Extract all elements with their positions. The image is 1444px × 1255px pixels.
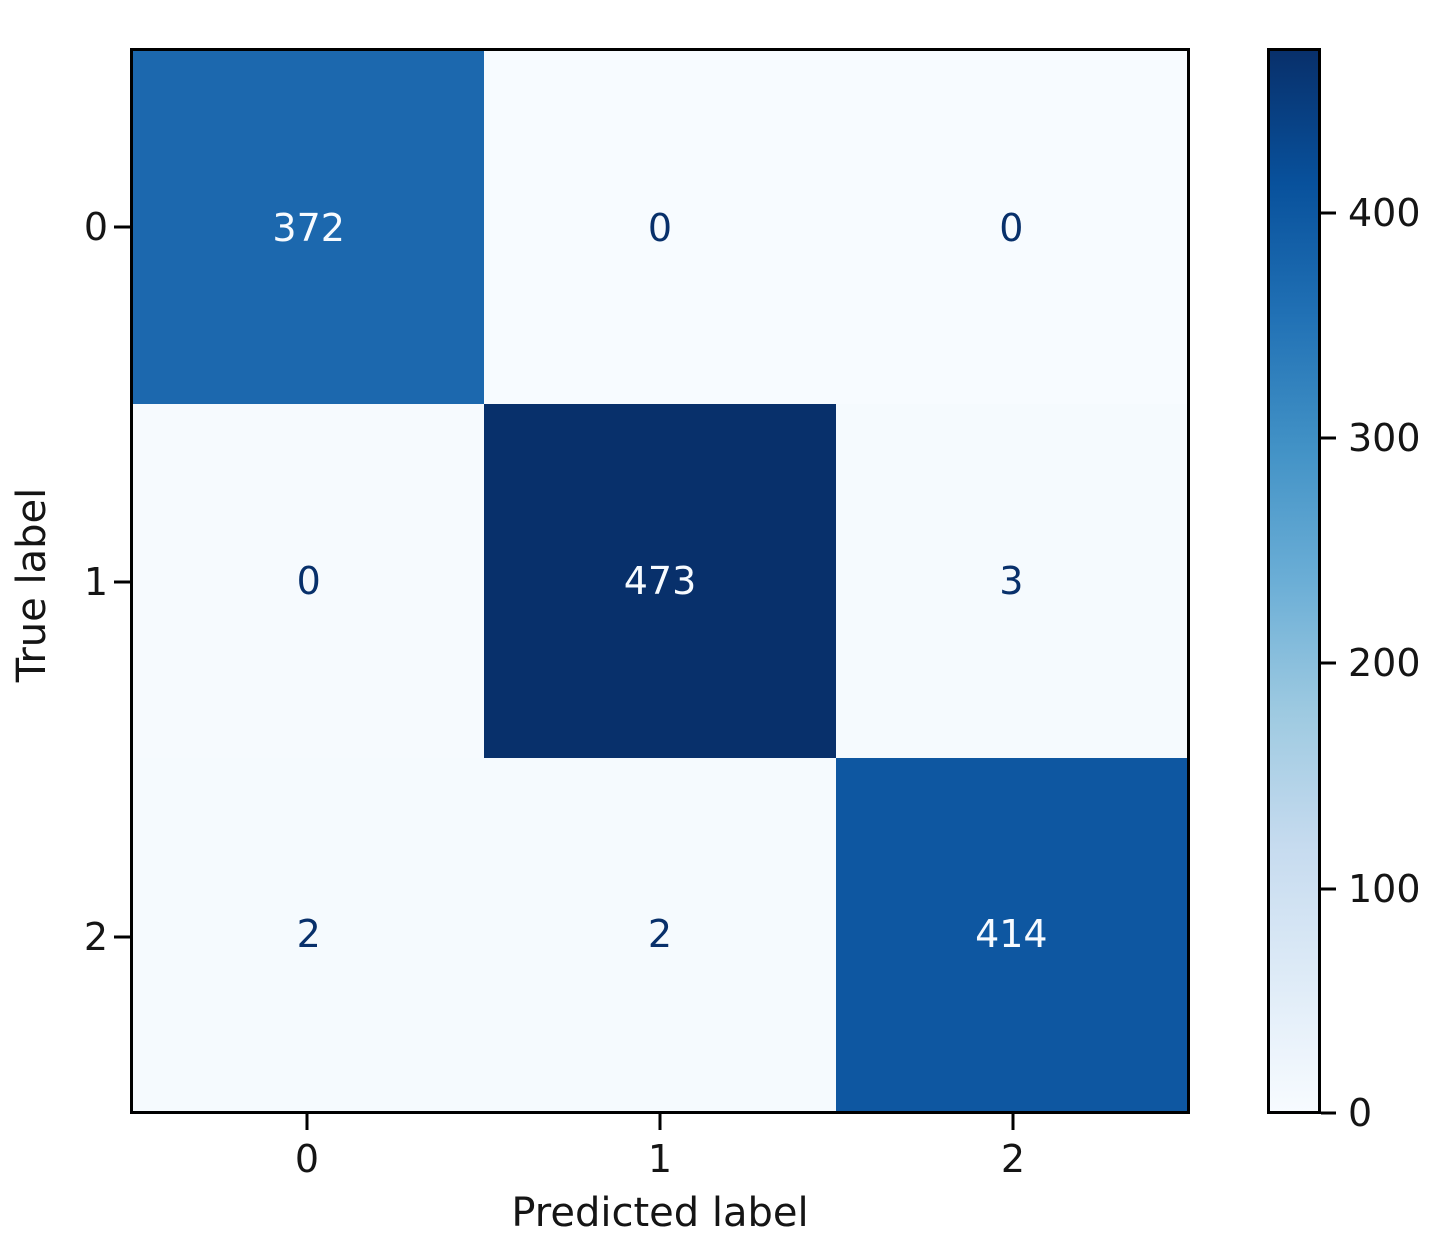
y-tick-label: 1 (83, 560, 108, 604)
x-tick-mark (305, 1114, 309, 1130)
cell-value: 3 (999, 558, 1024, 603)
heatmap-plot-area: 372 0 0 0 473 3 2 2 414 (130, 48, 1190, 1114)
colorbar-tick-label: 300 (1348, 416, 1421, 460)
matrix-cell: 3 (835, 404, 1187, 758)
matrix-cell: 372 (133, 51, 485, 405)
matrix-cell: 0 (484, 51, 836, 405)
cell-value: 473 (623, 558, 697, 603)
cell-value: 414 (975, 912, 1048, 957)
colorbar-tick-mark (1321, 661, 1336, 665)
matrix-cell: 414 (835, 757, 1187, 1111)
cell-value: 2 (296, 912, 321, 957)
colorbar-tick-label: 0 (1348, 1091, 1373, 1135)
matrix-cell: 2 (133, 757, 485, 1111)
colorbar (1267, 48, 1321, 1114)
colorbar-tick-mark (1321, 436, 1336, 440)
colorbar-tick-label: 200 (1348, 641, 1421, 685)
cell-value: 0 (999, 205, 1024, 250)
y-tick-label: 0 (83, 205, 108, 249)
colorbar-tick-mark (1321, 1111, 1336, 1115)
x-tick-mark (658, 1114, 662, 1130)
colorbar-tick-mark (1321, 211, 1336, 215)
y-tick-mark (114, 580, 130, 584)
x-tick-label: 2 (1000, 1137, 1026, 1181)
colorbar-tick-mark (1321, 887, 1336, 891)
cell-value: 0 (296, 558, 321, 603)
x-tick-label: 0 (294, 1137, 320, 1181)
cell-value: 2 (647, 912, 673, 957)
x-tick-mark (1011, 1114, 1015, 1130)
y-tick-mark (114, 225, 130, 229)
matrix-cell: 0 (133, 404, 485, 758)
x-tick-label: 1 (647, 1137, 673, 1181)
matrix-cell: 0 (835, 51, 1187, 405)
colorbar-tick-label: 100 (1348, 867, 1421, 911)
cell-value: 372 (272, 205, 345, 250)
colorbar-gradient (1270, 51, 1318, 1111)
x-axis-label: Predicted label (511, 1190, 809, 1236)
cell-value: 0 (647, 205, 673, 250)
matrix-cell: 473 (484, 404, 836, 758)
colorbar-tick-label: 400 (1348, 191, 1421, 235)
y-tick-mark (114, 935, 130, 939)
matrix-cell: 2 (484, 757, 836, 1111)
y-tick-label: 2 (83, 915, 108, 959)
